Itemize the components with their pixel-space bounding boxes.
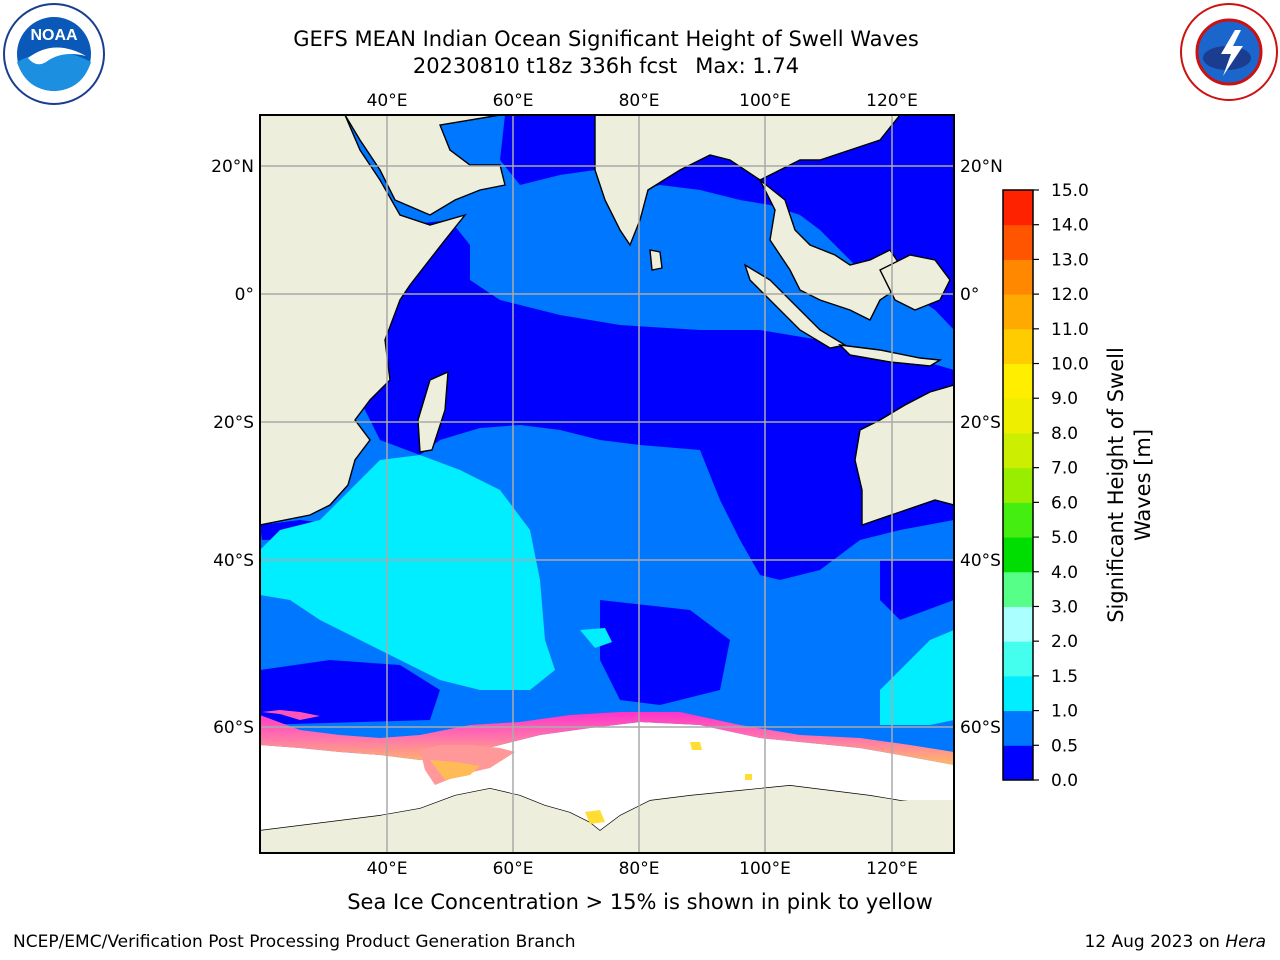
colorbar-tick-label: 12.0: [1051, 285, 1089, 305]
lon-tick-label: 100°E: [739, 859, 791, 879]
colorbar-swatch: [1003, 641, 1033, 677]
colorbar-swatch: [1003, 502, 1033, 538]
lon-tick-label: 60°E: [493, 91, 534, 111]
colorbar-swatch: [1003, 710, 1033, 746]
noaa-logo: NOAA: [3, 3, 105, 105]
lat-tick-label: 20°N: [211, 157, 254, 177]
colorbar-swatch: [1003, 398, 1033, 434]
colorbar-tick-label: 7.0: [1051, 459, 1078, 479]
lon-labels-top: 40°E 60°E 80°E 100°E 120°E: [367, 91, 918, 111]
colorbar-tick-label: 8.0: [1051, 424, 1078, 444]
colorbar-tick-label: 10.0: [1051, 355, 1089, 375]
colorbar-swatch: [1003, 363, 1033, 399]
lat-tick-label: 60°S: [213, 718, 254, 738]
lat-labels-right: 20°N 0° 20°S 40°S 60°S: [960, 157, 1003, 738]
colorbar-tick-label: 15.0: [1051, 181, 1089, 201]
footer-date: 12 Aug 2023 on Hera: [1084, 932, 1266, 952]
colorbar-swatch: [1003, 224, 1033, 260]
noaa-logo-text: NOAA: [30, 27, 78, 44]
colorbar-swatch: [1003, 432, 1033, 469]
lon-tick-label: 120°E: [866, 91, 918, 111]
colorbar-tick-label: 3.0: [1051, 597, 1078, 617]
colorbar-swatch: [1003, 571, 1033, 607]
chart-subtitle: 20230810 t18z 336h fcst Max: 1.74: [0, 54, 1212, 78]
lon-tick-label: 80°E: [619, 91, 660, 111]
nws-logo: [1180, 3, 1278, 101]
colorbar-swatch: [1003, 259, 1033, 295]
colorbar-tick-label: 1.5: [1051, 667, 1078, 687]
lat-tick-label: 40°S: [960, 551, 1001, 571]
colorbar-label-line2: Waves [m]: [1131, 429, 1155, 541]
colorbar-swatch: [1003, 294, 1033, 330]
max-value: Max: 1.74: [695, 54, 800, 78]
lat-labels-left: 20°N 0° 20°S 40°S 60°S: [211, 157, 254, 738]
colorbar-label-line1: Significant Height of Swell: [1104, 347, 1128, 623]
lon-tick-label: 60°E: [493, 859, 534, 879]
footer-date-text: 12 Aug 2023 on: [1084, 932, 1220, 952]
sea-ice-edge: [260, 710, 954, 824]
footer-machine: Hera: [1225, 932, 1266, 952]
colorbar-tick-label: 14.0: [1051, 216, 1089, 236]
colorbar-tick-label: 5.0: [1051, 528, 1078, 548]
colorbar-tick-label: 9.0: [1051, 389, 1078, 409]
lat-tick-label: 20°S: [213, 413, 254, 433]
lat-tick-label: 40°S: [213, 551, 254, 571]
lon-tick-label: 80°E: [619, 859, 660, 879]
colorbar-swatch: [1003, 745, 1033, 781]
colorbar-tick-label: 4.0: [1051, 563, 1078, 583]
colorbar-swatch: [1003, 190, 1033, 226]
chart-title: GEFS MEAN Indian Ocean Significant Heigh…: [293, 27, 919, 51]
colorbar-swatch: [1003, 675, 1033, 712]
colorbar-tick-label: 0.5: [1051, 736, 1078, 756]
sea-ice-area: [260, 722, 954, 830]
footer-credit: NCEP/EMC/Verification Post Processing Pr…: [13, 932, 576, 952]
lat-tick-label: 20°S: [960, 413, 1001, 433]
lat-tick-label: 0°: [960, 285, 979, 305]
high-swell-regions: [260, 455, 954, 725]
colorbar-tick-label: 1.0: [1051, 702, 1078, 722]
colorbar-tick-label: 2.0: [1051, 632, 1078, 652]
forecast-run: 20230810 t18z 336h fcst: [412, 54, 678, 78]
colorbar: 0.0 0.5 1.0 1.5 2.0 3.0 4.0 5.0 6.0 7.0 8.0 9.0 10.0…: [1002, 181, 1089, 791]
colorbar-swatch: [1003, 467, 1033, 503]
lat-tick-label: 60°S: [960, 718, 1001, 738]
colorbar-frame: [1002, 189, 1034, 781]
colorbar-tick-label: 11.0: [1051, 320, 1089, 340]
colorbar-tick-label: 0.0: [1051, 771, 1078, 791]
lon-labels-bottom: 40°E 60°E 80°E 100°E 120°E: [367, 859, 918, 879]
lat-tick-label: 20°N: [960, 157, 1003, 177]
map-frame: [259, 114, 955, 854]
colorbar-swatch: [1003, 537, 1033, 573]
lon-tick-label: 120°E: [866, 859, 918, 879]
gridlines: [260, 115, 954, 853]
map-field: [260, 115, 954, 853]
colorbar-tick-label: 13.0: [1051, 250, 1089, 270]
lon-tick-label: 100°E: [739, 91, 791, 111]
colorbar-swatch: [1003, 606, 1033, 642]
colorbar-swatch: [1003, 328, 1033, 365]
lat-tick-label: 0°: [235, 285, 254, 305]
lon-tick-label: 40°E: [367, 859, 408, 879]
sea-ice-note: Sea Ice Concentration > 15% is shown in …: [347, 890, 933, 914]
lon-tick-label: 40°E: [367, 91, 408, 111]
colorbar-tick-label: 6.0: [1051, 493, 1078, 513]
